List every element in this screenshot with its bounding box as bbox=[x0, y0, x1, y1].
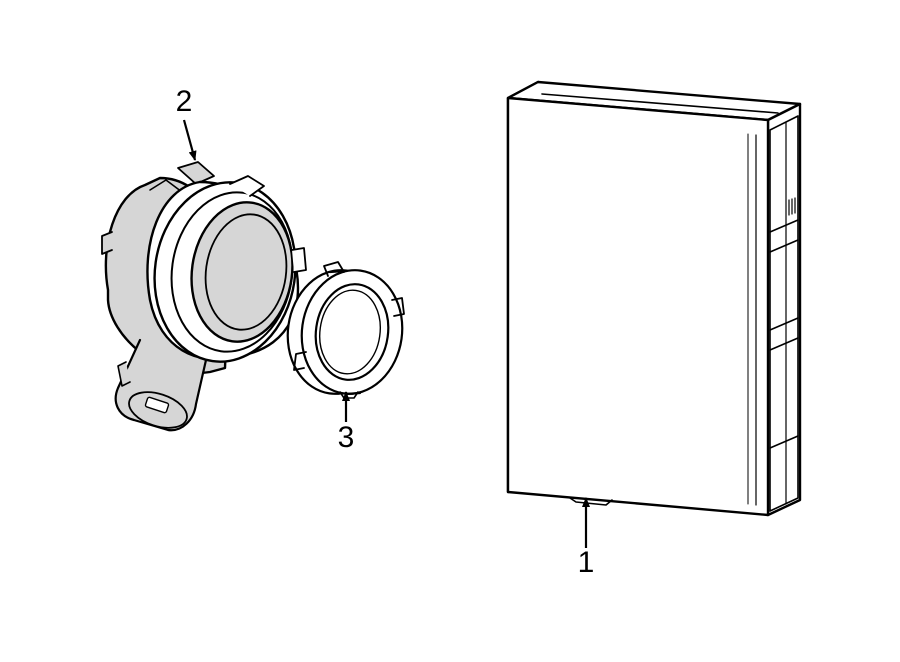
control-module bbox=[508, 82, 800, 515]
callout-label-1: 1 bbox=[578, 546, 595, 579]
callout-label-2: 2 bbox=[176, 85, 193, 118]
parts-diagram: 1 2 3 bbox=[0, 0, 900, 662]
callout-arrow-2 bbox=[184, 120, 195, 160]
sensor-retainer bbox=[280, 262, 410, 400]
callout-label-3: 3 bbox=[338, 421, 355, 454]
park-sensor bbox=[102, 162, 307, 434]
